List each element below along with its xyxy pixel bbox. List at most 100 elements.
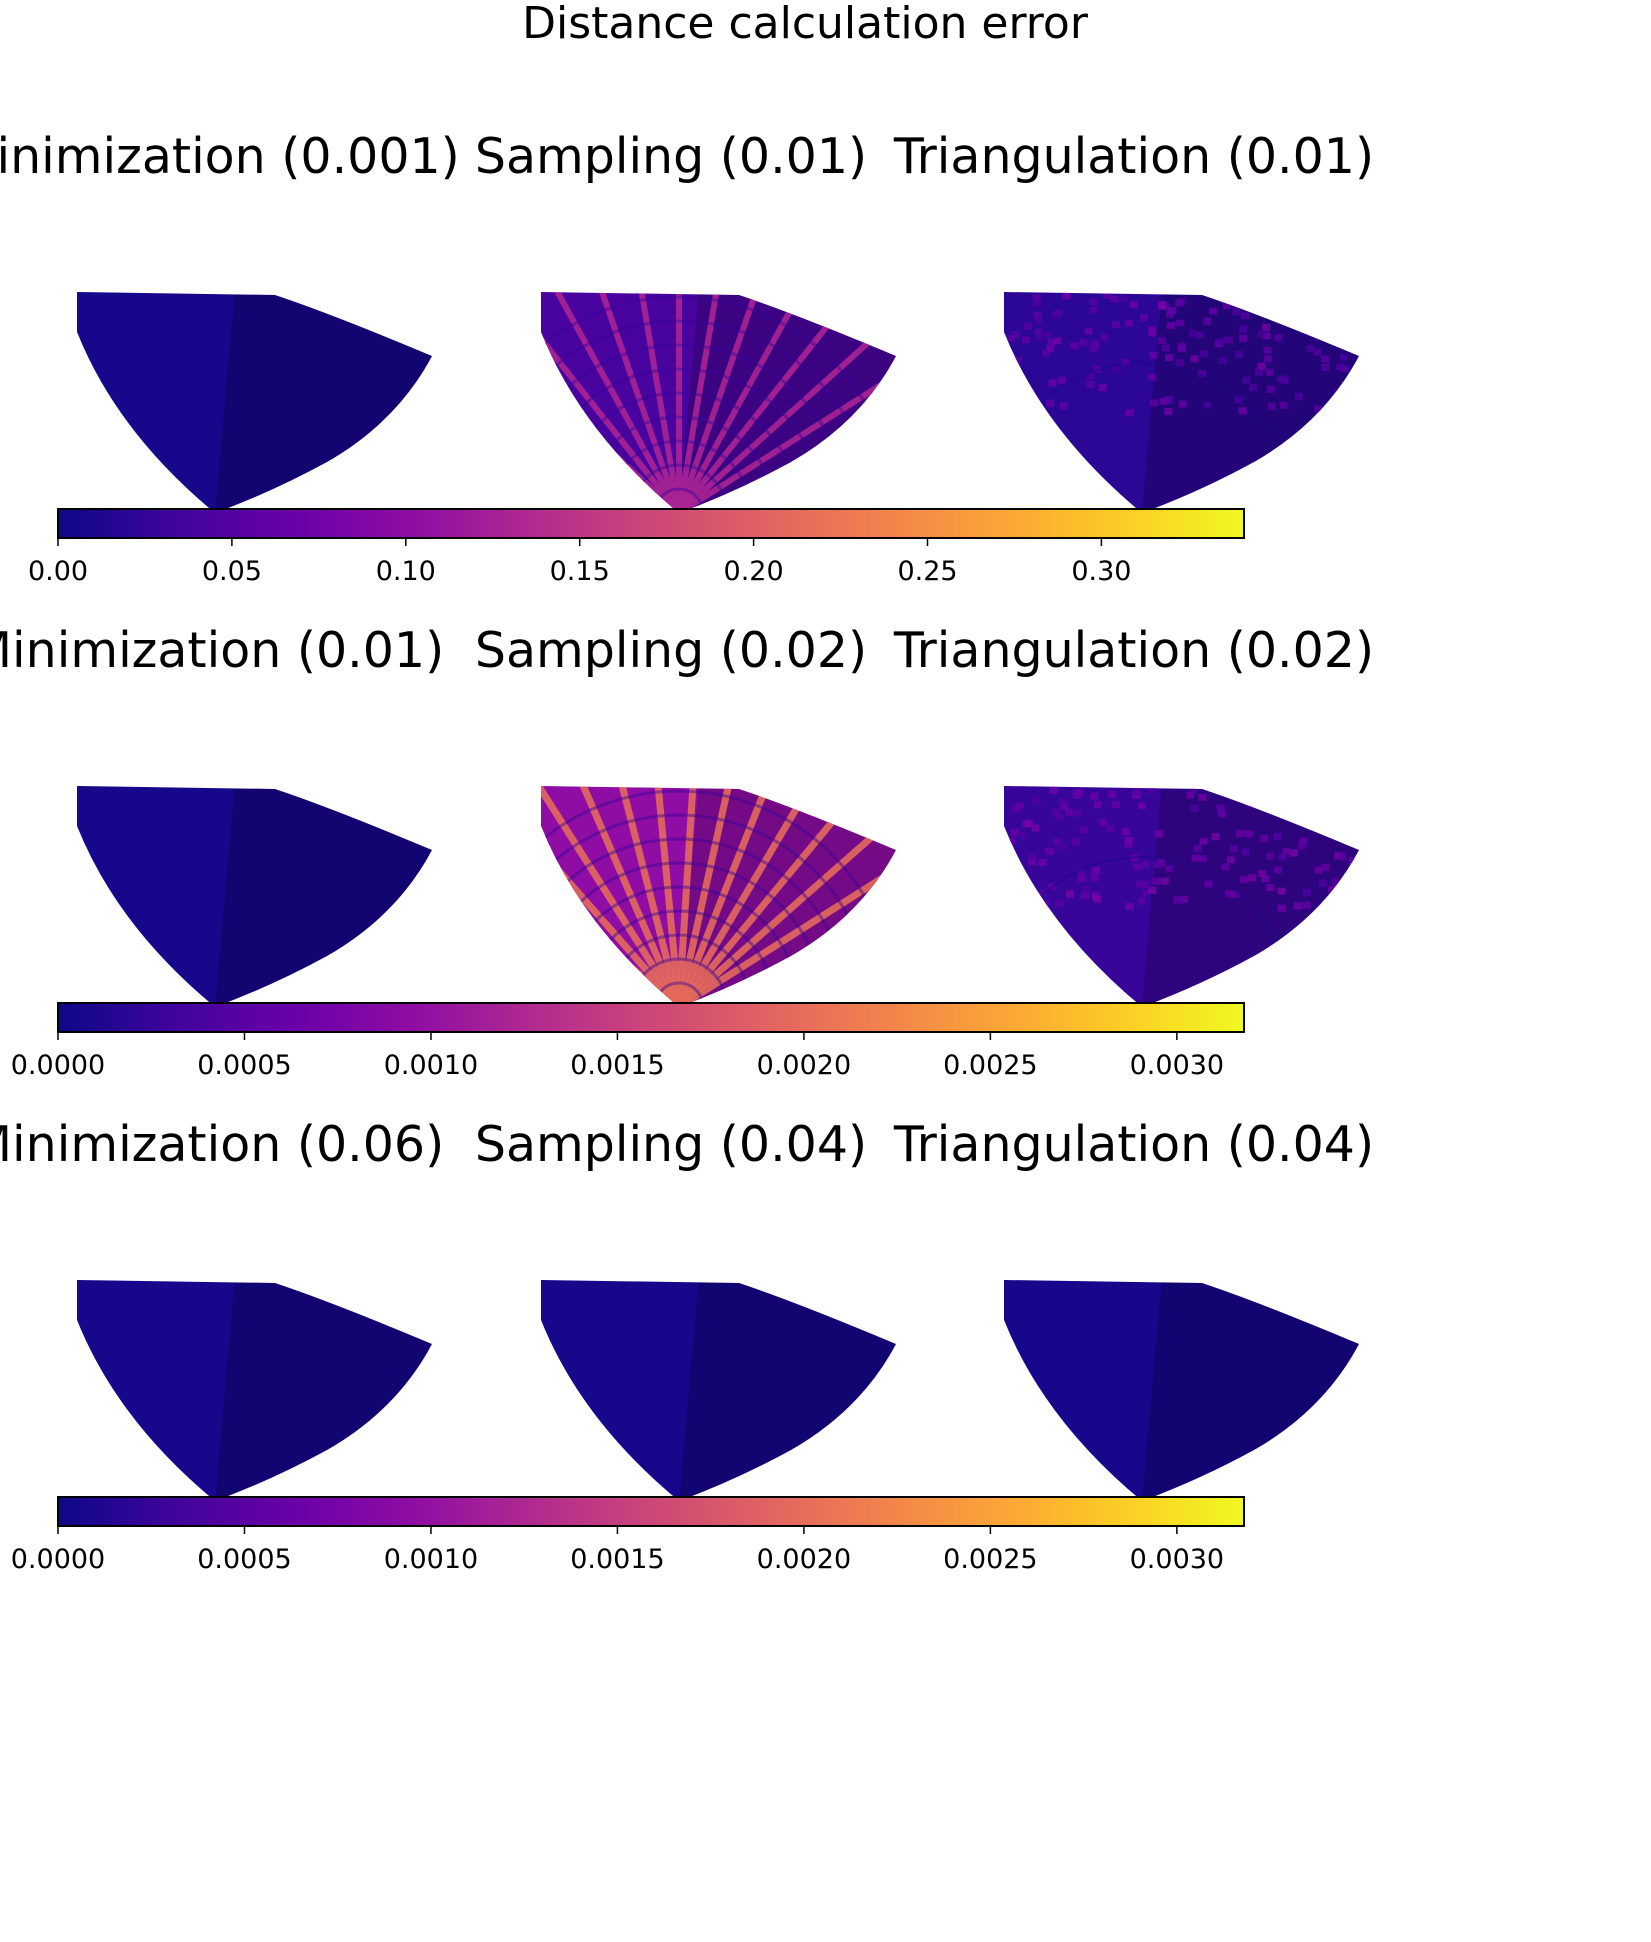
triangulation-patch	[1313, 348, 1322, 356]
triangulation-patch	[1047, 338, 1056, 346]
panel-title: Triangulation (0.01)	[893, 128, 1374, 185]
triangulation-patch	[1070, 342, 1079, 350]
triangulation-patch	[1077, 875, 1086, 883]
triangulation-patch	[1035, 334, 1044, 342]
sampling-stripe	[676, 292, 836, 513]
triangulation-patch	[1178, 400, 1187, 408]
triangulation-patch	[1071, 837, 1080, 845]
triangulation-patch	[1090, 792, 1099, 800]
triangulation-patch	[1321, 863, 1330, 871]
triangulation-patch	[1340, 817, 1349, 825]
panel-title: Minimization (0.06)	[0, 1116, 444, 1173]
triangulation-patch	[1007, 837, 1016, 845]
triangulation-patch	[1148, 886, 1157, 894]
triangulation-patch	[1028, 854, 1037, 862]
triangulation-patch	[1129, 301, 1138, 309]
triangulation-patch	[1352, 899, 1359, 907]
error-surface	[1004, 292, 1359, 513]
triangulation-patch	[1271, 807, 1280, 815]
colorbar-gradient	[57, 1496, 1245, 1527]
triangulation-patch	[1177, 345, 1186, 353]
triangulation-patch	[1148, 373, 1157, 381]
triangulation-patch	[1049, 786, 1058, 794]
triangulation-patch	[1298, 842, 1307, 850]
colorbar-tick-label: 0.15	[550, 556, 610, 587]
triangulation-patch	[1014, 356, 1023, 364]
triangulation-patch	[1218, 810, 1227, 818]
colorbar-tick-label: 0.0015	[570, 1050, 664, 1081]
sampling-ring	[541, 861, 825, 1007]
triangulation-patch	[1019, 831, 1028, 839]
triangulation-patch	[1072, 791, 1081, 799]
triangulation-patch	[1336, 363, 1345, 371]
triangulation-patch	[1155, 830, 1164, 838]
triangulation-patch	[1059, 798, 1068, 806]
triangulation-patch	[1200, 350, 1209, 358]
colorbar-tick-label: 0.0010	[384, 1544, 478, 1575]
triangulation-patch	[1324, 818, 1333, 826]
sampling-stripe	[677, 339, 896, 513]
triangulation-patch	[1034, 328, 1043, 336]
triangulation-patch	[1054, 309, 1063, 317]
triangulation-patch	[1266, 852, 1275, 860]
sampling-ring	[557, 391, 801, 513]
triangulation-patch	[1044, 847, 1053, 855]
triangulation-patch	[1350, 371, 1359, 379]
triangulation-patch	[1216, 805, 1225, 813]
triangulation-patch	[1292, 791, 1301, 799]
triangulation-patch	[1195, 331, 1204, 339]
triangulation-patch	[1294, 313, 1303, 321]
triangulation-patch	[1031, 824, 1040, 832]
triangulation-patch	[1032, 294, 1041, 302]
triangulation-patch	[1204, 880, 1213, 888]
triangulation-patch	[1248, 800, 1257, 808]
triangulation-patch	[1234, 301, 1243, 309]
triangulation-patch	[1257, 362, 1266, 370]
triangulation-patch	[1152, 877, 1161, 885]
sampling-stripe	[548, 786, 683, 1007]
triangulation-patch	[1064, 808, 1073, 816]
sampling-stripe	[622, 292, 682, 513]
triangulation-patch	[1166, 322, 1175, 330]
triangulation-patch	[1236, 830, 1245, 838]
triangulation-patch	[1165, 353, 1174, 361]
triangulation-patch	[1278, 853, 1287, 861]
triangulation-patch	[1302, 889, 1311, 897]
triangulation-patch	[1327, 885, 1336, 893]
sampling-ring	[541, 813, 873, 1007]
triangulation-patch	[1235, 350, 1244, 358]
triangulation-patch	[1317, 323, 1326, 331]
triangulation-patch	[1277, 375, 1286, 383]
panel-title: Minimization (0.001)	[0, 128, 460, 185]
sampling-ring	[629, 957, 729, 1007]
sampling-stripe	[541, 786, 682, 1007]
triangulation-patch	[1140, 314, 1149, 322]
triangulation-patch	[1108, 790, 1117, 798]
triangulation-patch	[1172, 896, 1181, 904]
sampling-ring	[605, 933, 753, 1007]
panel-title: Triangulation (0.02)	[893, 622, 1374, 679]
triangulation-patch	[1274, 334, 1283, 342]
triangulation-patch	[1046, 399, 1055, 407]
triangulation-patch	[1157, 337, 1166, 345]
triangulation-patch	[1033, 311, 1042, 319]
triangulation-patch	[1229, 845, 1238, 853]
triangulation-patch	[1106, 824, 1115, 832]
panel-sampling: Sampling (0.04)	[475, 1116, 896, 1501]
triangulation-patch	[1137, 897, 1146, 905]
triangulation-patch	[1023, 322, 1032, 330]
triangulation-patch	[1098, 383, 1107, 391]
triangulation-patch	[1282, 847, 1291, 855]
error-surface	[77, 1280, 432, 1501]
triangulation-patch	[1175, 359, 1184, 367]
triangulation-patch	[1350, 368, 1359, 376]
panel-minimization: Minimization (0.001)	[0, 128, 460, 513]
triangulation-patch	[1241, 848, 1250, 856]
triangulation-patch	[1239, 876, 1248, 884]
triangulation-patch	[1297, 799, 1306, 807]
triangulation-patch	[1019, 888, 1028, 896]
sampling-ring	[557, 885, 801, 1007]
sampling-ring	[605, 439, 753, 513]
triangulation-patch	[1240, 312, 1249, 320]
triangulation-patch	[1089, 345, 1098, 353]
